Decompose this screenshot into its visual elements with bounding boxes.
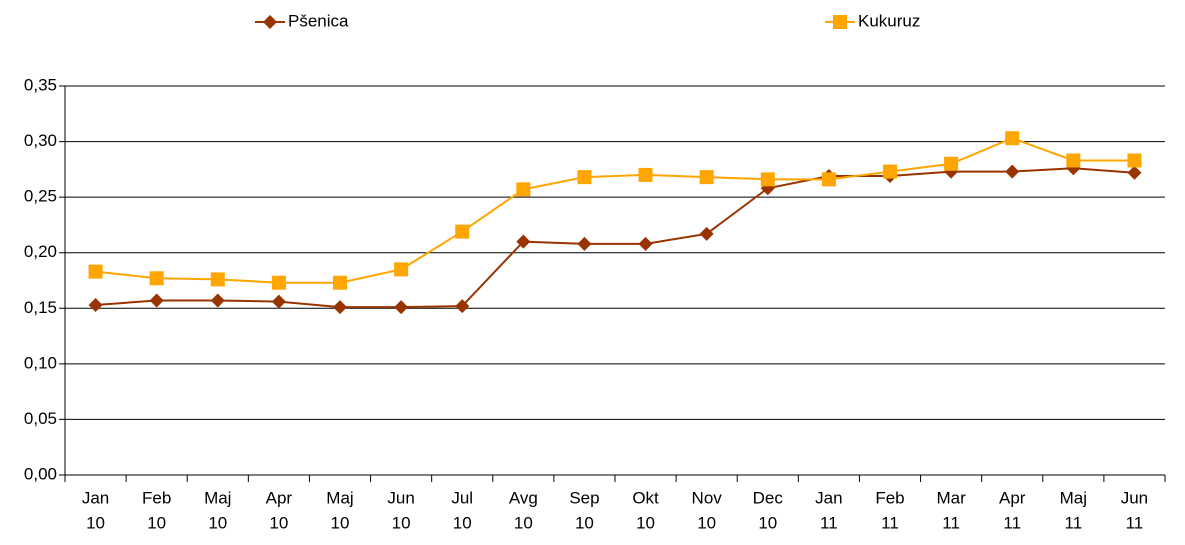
marker: [638, 167, 653, 182]
x-tick-label: Jun: [387, 488, 414, 507]
x-tick-label: 11: [1126, 513, 1144, 532]
marker: [944, 156, 959, 171]
x-tick-label: Mar: [936, 488, 966, 507]
marker: [760, 172, 775, 187]
series-line: [95, 167, 1135, 309]
marker: [455, 299, 470, 314]
marker: [577, 236, 592, 251]
marker: [821, 172, 836, 187]
marker: [333, 300, 347, 315]
x-tick-label: 10: [575, 513, 594, 532]
x-tick-label: Jan: [82, 488, 109, 507]
x-tick-label: 11: [942, 513, 960, 532]
y-tick-label: 0,10: [24, 353, 57, 372]
marker: [516, 182, 531, 197]
marker: [1066, 153, 1081, 168]
marker: [88, 264, 103, 279]
marker: [149, 271, 164, 286]
x-tick-label: Okt: [632, 488, 659, 507]
marker: [149, 293, 164, 308]
x-tick-label: 10: [331, 513, 350, 532]
y-tick-label: 0,25: [24, 187, 57, 206]
x-tick-label: Jul: [451, 488, 473, 507]
marker: [699, 170, 714, 185]
marker: [210, 272, 225, 287]
x-tick-label: 10: [514, 513, 533, 532]
x-tick-label: 10: [269, 513, 288, 532]
marker: [210, 293, 225, 308]
marker: [577, 170, 592, 185]
marker: [88, 297, 103, 312]
marker: [271, 275, 286, 290]
x-tick-label: 10: [636, 513, 655, 532]
x-tick-label: Avg: [509, 488, 538, 507]
y-tick-label: 0,35: [24, 75, 57, 94]
marker: [1005, 164, 1020, 179]
legend-marker: [263, 15, 277, 29]
marker: [516, 234, 531, 249]
y-tick-label: 0,00: [24, 464, 57, 483]
legend-marker: [833, 15, 847, 29]
marker: [394, 262, 409, 277]
x-tick-label: 11: [1065, 513, 1083, 532]
x-tick-label: 10: [86, 513, 105, 532]
x-tick-label: 10: [392, 513, 411, 532]
x-tick-label: Dec: [753, 488, 784, 507]
x-tick-label: Maj: [326, 488, 353, 507]
x-tick-label: 11: [881, 513, 899, 532]
marker: [455, 224, 470, 239]
marker: [1127, 153, 1142, 168]
y-tick-label: 0,20: [24, 242, 57, 261]
y-tick-label: 0,15: [24, 298, 57, 317]
x-tick-label: Apr: [266, 488, 293, 507]
x-tick-label: 11: [820, 513, 838, 532]
y-tick-label: 0,30: [24, 131, 57, 150]
x-tick-label: Nov: [692, 488, 723, 507]
x-tick-label: 10: [453, 513, 472, 532]
series-line: [95, 137, 1135, 284]
x-tick-label: Feb: [875, 488, 904, 507]
x-tick-label: 10: [697, 513, 716, 532]
x-tick-label: Maj: [1060, 488, 1087, 507]
x-tick-label: Apr: [999, 488, 1026, 507]
marker: [1127, 165, 1142, 180]
marker: [271, 294, 286, 309]
legend-label: Kukuruz: [858, 11, 920, 30]
x-tick-label: 10: [758, 513, 777, 532]
marker: [638, 236, 653, 251]
marker: [394, 300, 409, 315]
x-tick-label: 10: [147, 513, 166, 532]
x-tick-label: 11: [1003, 513, 1021, 532]
marker: [333, 275, 347, 290]
y-tick-label: 0,05: [24, 409, 57, 428]
x-tick-label: Jan: [815, 488, 842, 507]
x-tick-label: Sep: [569, 488, 599, 507]
marker: [699, 226, 714, 241]
x-tick-label: Jun: [1121, 488, 1148, 507]
legend-label: Pšenica: [288, 11, 349, 30]
marker: [883, 164, 897, 179]
marker: [1005, 131, 1020, 146]
x-tick-label: Feb: [142, 488, 171, 507]
x-tick-label: Maj: [204, 488, 231, 507]
x-tick-label: 10: [208, 513, 227, 532]
